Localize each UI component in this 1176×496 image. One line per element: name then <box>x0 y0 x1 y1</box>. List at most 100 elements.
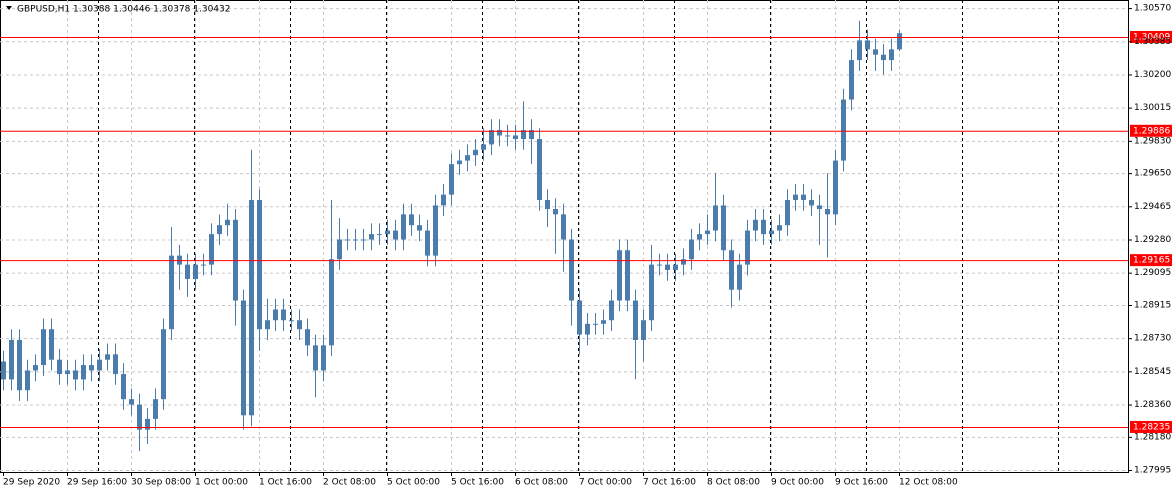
candle-body <box>801 194 806 201</box>
candle-body <box>337 239 342 260</box>
candle-body <box>201 264 206 266</box>
candle-body <box>833 160 838 215</box>
candle-body <box>777 225 782 231</box>
candle-body <box>329 259 334 346</box>
level-label: 1.30409 <box>1133 32 1170 42</box>
candle-body <box>305 329 310 346</box>
candle-body <box>289 320 294 322</box>
candle-body <box>873 49 878 55</box>
candle-body <box>65 370 70 375</box>
candle-body <box>153 399 158 419</box>
candle-body <box>225 219 230 226</box>
candle-body <box>249 200 254 416</box>
candle-body <box>729 250 734 290</box>
candle-body <box>665 264 670 270</box>
candle-body <box>377 234 382 236</box>
candle-body <box>825 209 830 215</box>
candle-body <box>793 194 798 201</box>
candle-body <box>273 309 278 321</box>
candle-body <box>265 320 270 330</box>
candle-body <box>569 239 574 301</box>
candle-body <box>505 135 510 137</box>
x-tick-label: 5 Oct 16:00 <box>451 478 504 488</box>
candle-body <box>545 200 550 210</box>
candle-body <box>441 194 446 206</box>
candle-body <box>113 354 118 375</box>
candle-body <box>257 200 262 330</box>
candle-body <box>737 264 742 290</box>
x-tick-label: 30 Sep 08:00 <box>131 478 191 488</box>
candle-body <box>897 33 902 50</box>
candle-body <box>297 320 302 330</box>
y-tick-label: 1.29650 <box>1134 169 1171 179</box>
candle-body <box>25 370 30 391</box>
grid <box>0 0 1128 472</box>
candle-body <box>345 239 350 241</box>
candle-body <box>705 230 710 235</box>
level-label: 1.29886 <box>1133 126 1170 136</box>
x-tick-label: 7 Oct 00:00 <box>579 478 632 488</box>
candle-body <box>385 230 390 235</box>
y-tick-label: 1.29830 <box>1134 136 1171 146</box>
candle-body <box>81 365 86 380</box>
candle-body <box>521 130 526 140</box>
candle-body <box>673 264 678 270</box>
y-tick-label: 1.30015 <box>1134 103 1171 113</box>
candle-body <box>657 264 662 266</box>
candle-body <box>633 300 638 340</box>
x-tick-label: 6 Oct 08:00 <box>515 478 568 488</box>
candle-body <box>393 230 398 240</box>
candle-body <box>601 320 606 324</box>
candle-body <box>889 49 894 61</box>
candle-body <box>1 361 6 380</box>
candle-body <box>161 329 166 400</box>
candle-body <box>689 239 694 260</box>
y-tick-label: 1.28360 <box>1134 400 1171 410</box>
candle-body <box>217 225 222 235</box>
candle-body <box>497 130 502 136</box>
candle-body <box>489 130 494 145</box>
x-tick-label: 8 Oct 08:00 <box>707 478 760 488</box>
candle-body <box>73 370 78 380</box>
candle-body <box>681 259 686 265</box>
candle-body <box>649 264 654 321</box>
candle-body <box>185 264 190 279</box>
candle-body <box>809 200 814 206</box>
x-tick-label: 7 Oct 16:00 <box>643 478 696 488</box>
candle-body <box>761 219 766 235</box>
candle-body <box>593 323 598 325</box>
candle-body <box>129 399 134 405</box>
candle-body <box>281 309 286 321</box>
candle-body <box>33 365 38 371</box>
candle-body <box>417 225 422 231</box>
candle-body <box>465 155 470 161</box>
candle-body <box>241 300 246 416</box>
levels: 1.30409 1.29886 1.29165 1.28235 <box>0 30 1172 433</box>
candle-body <box>137 404 142 430</box>
candle-body <box>849 60 854 100</box>
candle-body <box>841 99 846 161</box>
y-tick-label: 1.27995 <box>1134 466 1171 476</box>
menu-arrow <box>6 6 12 10</box>
candle-body <box>529 130 534 140</box>
candle-body <box>641 320 646 340</box>
candle-body <box>785 200 790 226</box>
y-tick-label: 1.29465 <box>1134 202 1171 212</box>
candle-body <box>857 40 862 61</box>
level-label-box <box>1130 124 1172 137</box>
x-tick-label: 9 Oct 00:00 <box>771 478 824 488</box>
y-tick-label: 1.29095 <box>1134 268 1171 278</box>
y-tick-label: 1.28915 <box>1134 300 1171 310</box>
chart-title: GBPUSD,H1 1.30388 1.30446 1.30378 1.3043… <box>17 5 230 15</box>
candle-body <box>409 214 414 226</box>
candle-body <box>57 359 62 375</box>
candle-body <box>369 234 374 240</box>
candle-body <box>169 255 174 330</box>
x-tick-label: 5 Oct 00:00 <box>387 478 440 488</box>
candle-body <box>361 239 366 241</box>
level-label-box <box>1130 420 1172 433</box>
candle-body <box>609 300 614 321</box>
candle-body <box>577 300 582 335</box>
candle-body <box>817 205 822 210</box>
candle-body <box>313 345 318 371</box>
